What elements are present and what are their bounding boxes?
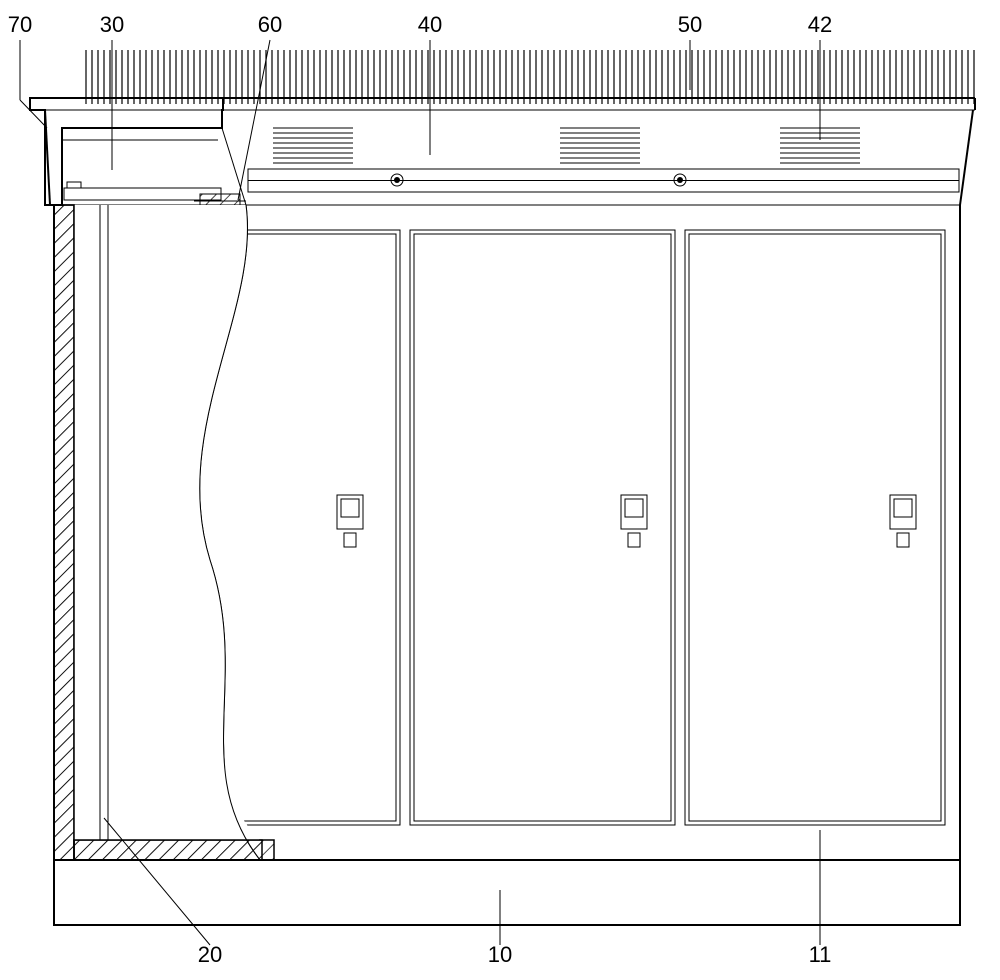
label-42: 42 [808, 12, 832, 37]
label-70: 70 [8, 12, 32, 37]
label-40: 40 [418, 12, 442, 37]
label-60: 60 [258, 12, 282, 37]
label-10: 10 [488, 942, 512, 967]
label-30: 30 [100, 12, 124, 37]
label-50: 50 [678, 12, 702, 37]
label-11: 11 [809, 942, 832, 967]
label-20: 20 [198, 942, 222, 967]
